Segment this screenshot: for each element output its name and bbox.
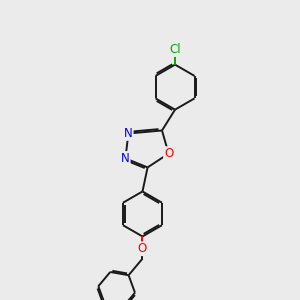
Text: O: O: [138, 242, 147, 255]
Text: O: O: [164, 147, 173, 160]
Text: N: N: [124, 127, 133, 140]
Text: Cl: Cl: [169, 43, 181, 56]
Text: N: N: [121, 152, 130, 165]
